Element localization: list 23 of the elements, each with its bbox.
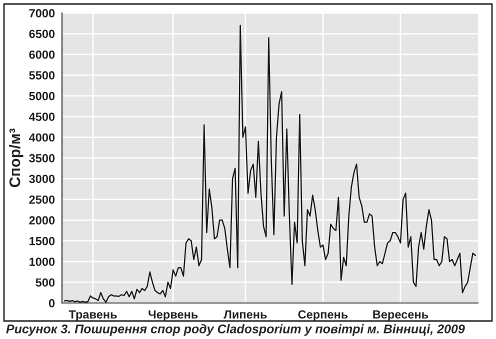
y-tick-label: 4500: [28, 112, 55, 121]
x-tick-label: Червень: [148, 310, 198, 321]
y-tick-label: 5500: [29, 71, 55, 80]
y-tick-label: 4000: [28, 133, 55, 142]
x-tick-label: Вересень: [373, 310, 428, 321]
y-tick-label: 0: [48, 299, 55, 308]
text: Рисунок 3. Поширення спор роду Cladosporium у повітрі м. Вінниці, 2009: [6, 324, 465, 336]
y-tick-label: 1500: [30, 236, 55, 246]
y-tick-label: 500: [36, 278, 55, 287]
y-tick-label: 5000: [29, 92, 55, 100]
y-tick-label: 3000: [29, 174, 55, 184]
y-tick-label: 1000: [30, 258, 55, 266]
y-axis-title: Спор/м³: [9, 128, 24, 188]
x-tick-label: Липень: [224, 310, 267, 319]
y-tick-label: 6000: [29, 50, 55, 59]
x-tick-label: Травень: [68, 310, 117, 321]
y-tick-label: 7000: [29, 9, 55, 18]
y-tick-label: 6500: [29, 30, 55, 38]
x-tick-label: Серпень: [298, 310, 348, 321]
y-tick-label: 2000: [29, 216, 55, 225]
y-tick-label: 2500: [29, 195, 55, 204]
y-tick-label: 3500: [29, 154, 55, 162]
line-series: [64, 24, 476, 303]
